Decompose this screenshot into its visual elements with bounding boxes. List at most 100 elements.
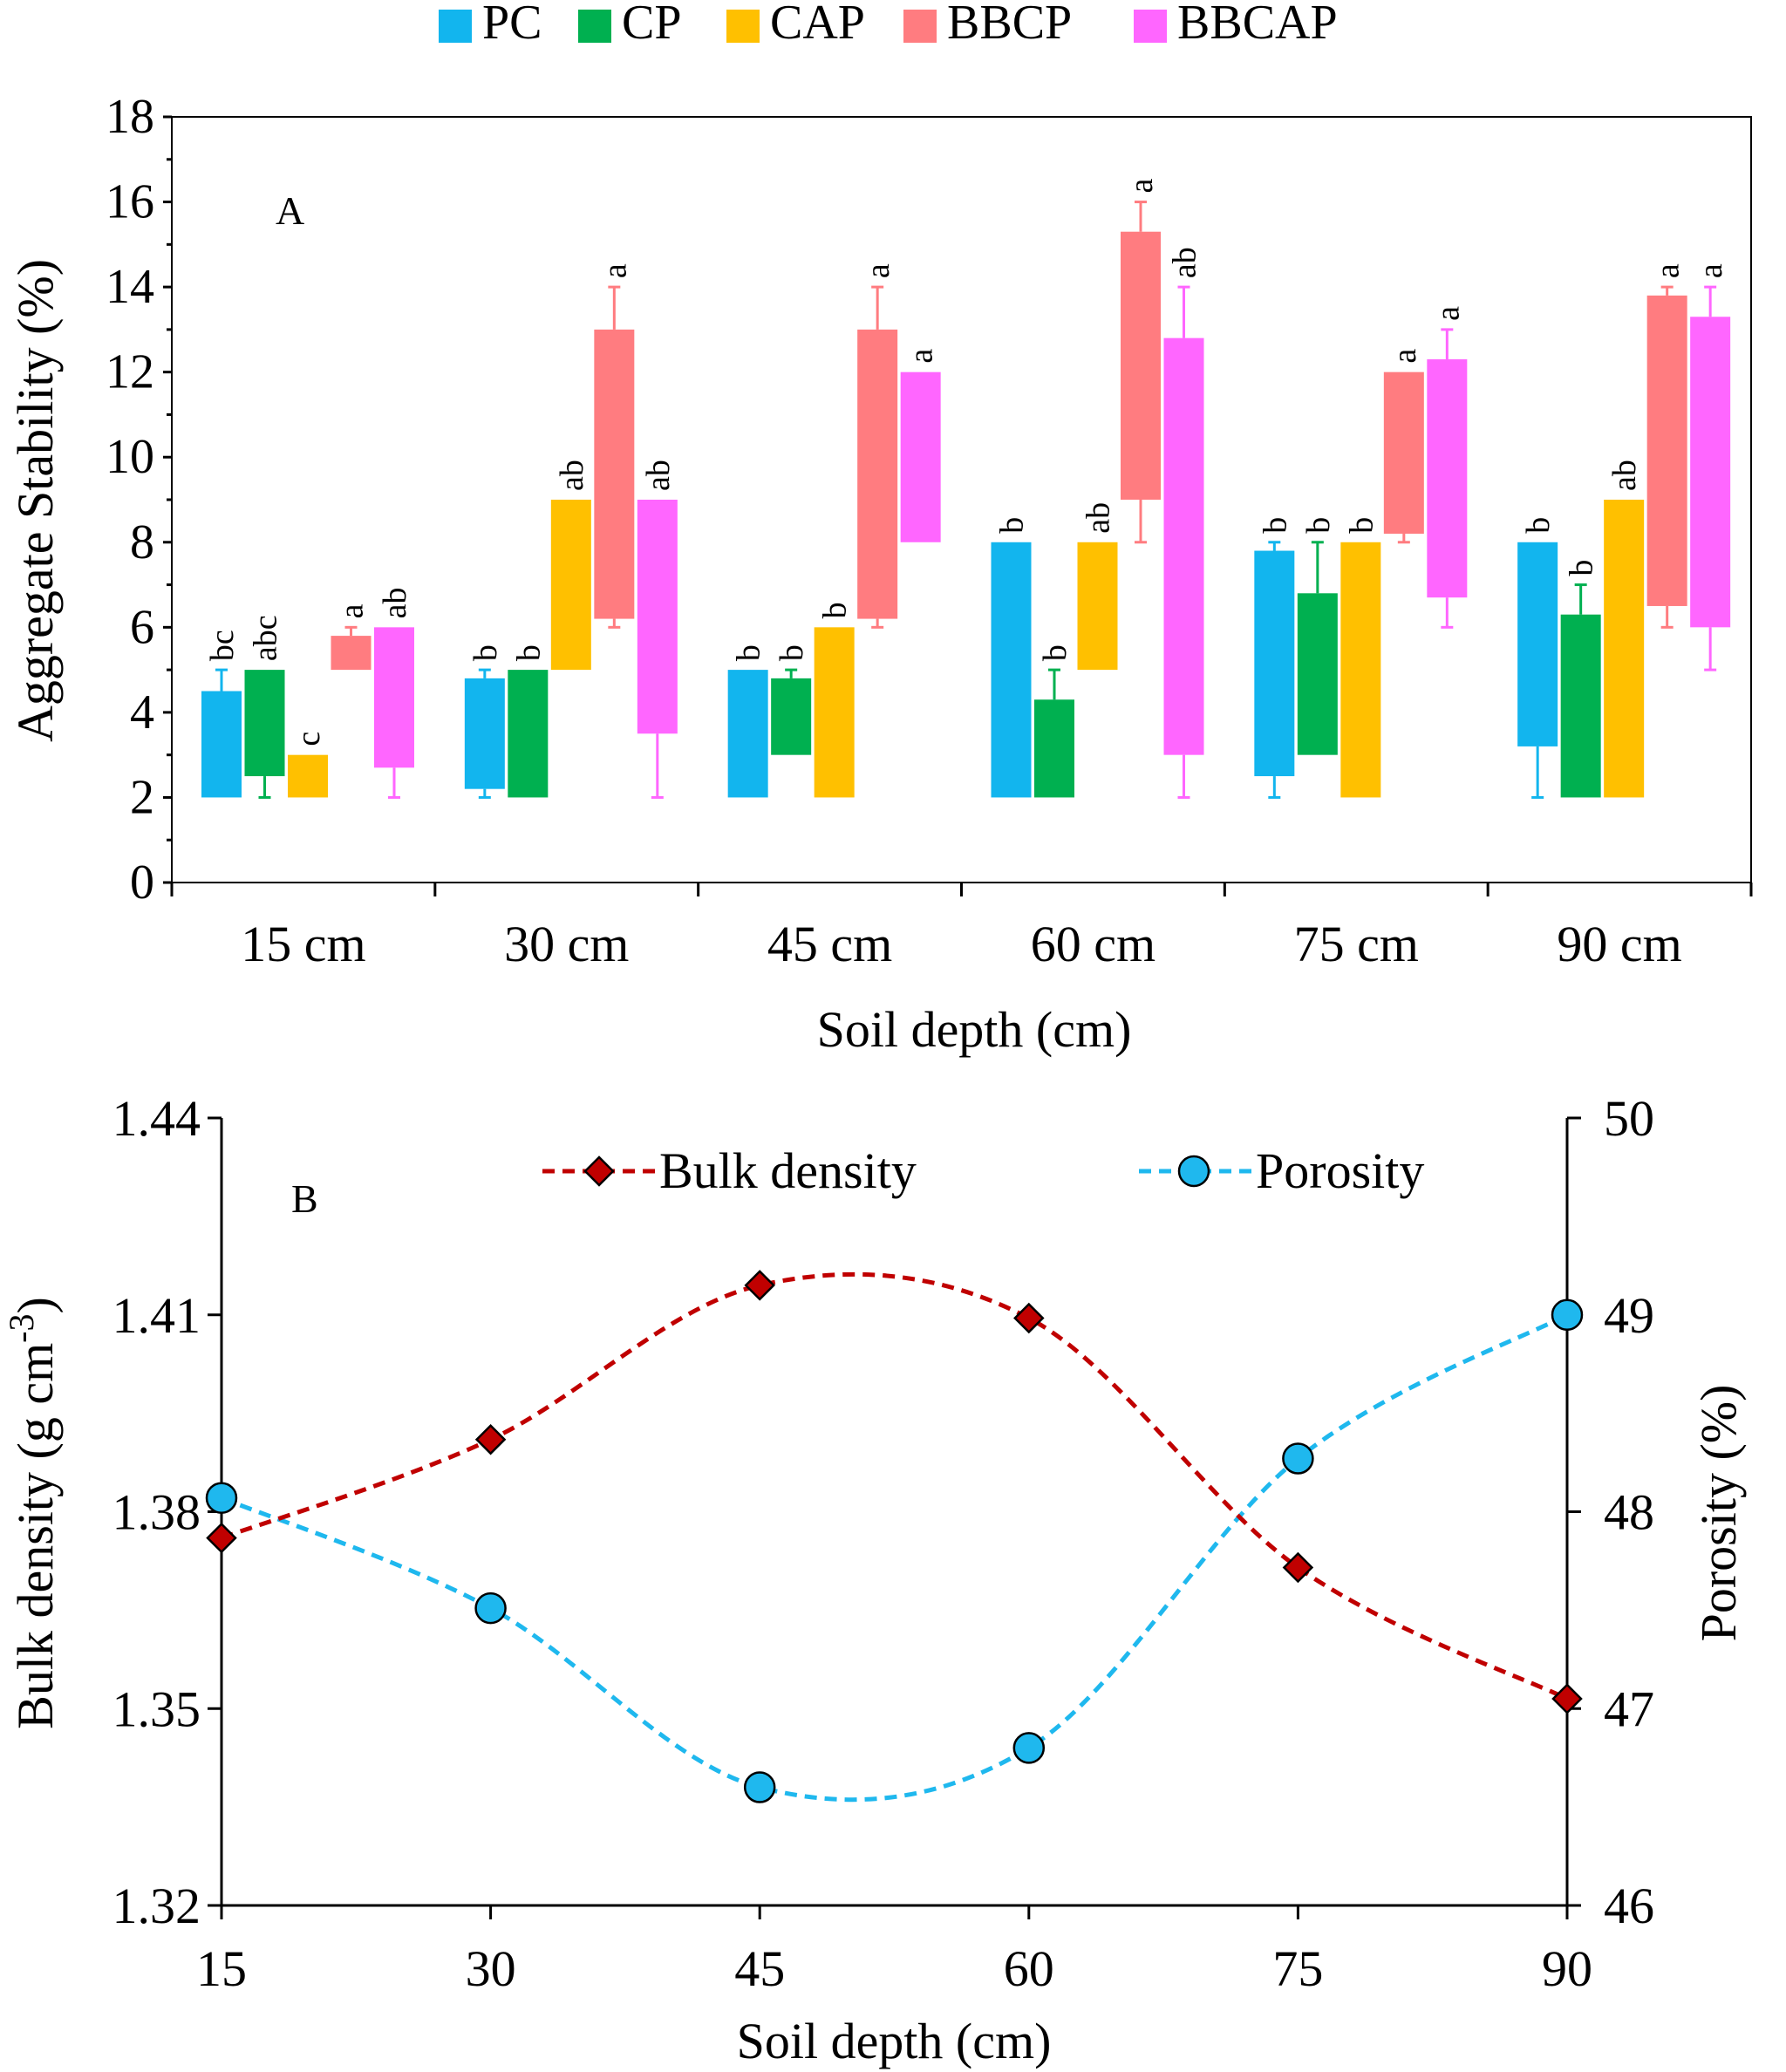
bulk-density-point (744, 1270, 775, 1301)
significance-letter: a (596, 263, 633, 278)
significance-letter: ab (377, 587, 413, 618)
panel-b-bulk-density-porosity-chart: 1.32 1.35 1.38 1.41 1.44 46 47 48 49 50 15 30 45 60 75… (2, 1090, 1747, 2069)
x-tick-label-a: 60 cm (1031, 916, 1155, 972)
x-tick-label-b: 75 (1272, 1940, 1323, 1997)
x-tick-label-a: 75 cm (1294, 916, 1419, 972)
bar-cp-75cm (1297, 593, 1338, 755)
y-right-tick-label-b: 48 (1604, 1484, 1654, 1541)
significance-letter: b (994, 517, 1031, 534)
panel-label-a: A (276, 188, 304, 233)
y-tick-label-a: 10 (106, 430, 154, 484)
legend-swatch-bbcap (1134, 10, 1167, 43)
legend-swatch-pc (439, 10, 472, 43)
y-tick-label-a: 16 (106, 175, 154, 229)
y-tick-label-a: 14 (106, 260, 154, 314)
x-tick-label-a: 30 cm (504, 916, 629, 972)
bulk-density-point (474, 1423, 507, 1455)
bar-cp-60cm (1034, 699, 1074, 798)
bulk-density-point (1551, 1683, 1583, 1714)
significance-letter: ab (1080, 502, 1117, 534)
x-tick-label-b: 30 (466, 1940, 516, 1997)
porosity-line (221, 1312, 1569, 1803)
porosity-point (205, 1482, 238, 1514)
y-left-tick-label-b: 1.35 (112, 1680, 201, 1737)
bar-bbcap-90cm (1690, 317, 1731, 628)
y-left-tick-label-b: 1.38 (112, 1484, 201, 1541)
bar-pc-75cm (1254, 550, 1295, 777)
y-tick-label-a: 0 (130, 855, 154, 910)
y-left-tick-label-b: 1.32 (112, 1878, 201, 1934)
y-right-tick-label-b: 47 (1604, 1680, 1654, 1737)
significance-letter: b (1343, 517, 1380, 534)
y-tick-label-a: 12 (106, 345, 154, 399)
porosity-point (1551, 1298, 1584, 1331)
legend-label-bbcap: BBCAP (1177, 0, 1338, 50)
bar-cp-15cm (244, 670, 285, 777)
y-tick-label-a: 18 (106, 90, 154, 144)
bar-bbcp-45cm (857, 329, 898, 619)
significance-letter: b (731, 644, 767, 661)
significance-letter: abc (248, 615, 284, 661)
bar-cp-45cm (771, 678, 812, 755)
bar-cap-15cm (288, 754, 328, 798)
bar-bbcap-75cm (1427, 359, 1468, 598)
porosity-point (1282, 1442, 1314, 1475)
significance-letter: a (1693, 263, 1729, 278)
significance-letter: ab (554, 460, 590, 491)
x-axis-title-b: Soil depth (cm) (737, 2013, 1052, 2069)
significance-letter: b (774, 644, 810, 661)
y-right-tick-label-b: 50 (1604, 1090, 1654, 1147)
bar-pc-15cm (201, 691, 242, 798)
y-right-tick-label-b: 49 (1604, 1287, 1654, 1344)
porosity-point (743, 1771, 776, 1803)
y-left-tick-label-b: 1.44 (112, 1090, 201, 1147)
bar-bbcp-15cm (331, 636, 372, 671)
bar-pc-45cm (727, 670, 768, 798)
y-left-tick-label-b: 1.41 (112, 1287, 201, 1344)
y-axis-title-a: Aggregate Stability (%) (7, 259, 64, 742)
bulk-density-point (1282, 1551, 1314, 1584)
legend-label-cap: CAP (770, 0, 865, 50)
legend-swatch-bbcp (903, 10, 937, 43)
legend-swatch-cap (726, 10, 760, 43)
bulk-density-line (221, 1271, 1569, 1701)
bar-pc-30cm (464, 678, 505, 789)
porosity-point (1012, 1732, 1046, 1764)
significance-letter: b (467, 644, 504, 661)
significance-letter: b (1564, 560, 1600, 576)
significance-letter: ab (1606, 460, 1643, 491)
legend-porosity-label: Porosity (1256, 1142, 1424, 1199)
bar-bbcp-30cm (594, 329, 635, 619)
significance-letter: ab (1167, 247, 1203, 278)
bar-bbcap-45cm (900, 371, 941, 542)
significance-letter: a (1650, 263, 1687, 278)
significance-letter: b (1037, 644, 1074, 661)
x-tick-label-a: 45 cm (767, 916, 892, 972)
x-tick-label-b: 90 (1542, 1940, 1592, 1997)
significance-letter: c (290, 732, 327, 746)
legend-panel-a: PC CP CAP BBCP BBCAP (439, 0, 1338, 50)
bar-bbcap-15cm (374, 627, 414, 768)
x-tick-label-b: 45 (734, 1940, 785, 1997)
y-tick-label-a: 6 (130, 600, 154, 654)
bar-bbcp-90cm (1646, 295, 1687, 606)
significance-letter: b (510, 644, 547, 661)
y-tick-label-a: 2 (130, 770, 154, 824)
legend-label-pc: PC (482, 0, 542, 50)
significance-letter: ab (640, 460, 677, 491)
significance-letter: a (1123, 179, 1160, 194)
bar-cap-30cm (550, 500, 591, 671)
bar-bbcap-60cm (1163, 337, 1204, 755)
x-tick-label-b: 15 (196, 1940, 247, 1997)
legend-label-bbcp: BBCP (947, 0, 1072, 50)
x-tick-label-a: 90 cm (1557, 916, 1681, 972)
bar-cap-75cm (1340, 542, 1381, 798)
bar-cap-45cm (814, 627, 855, 798)
y-left-axis-title-b: Bulk density (g cm-3) (2, 1297, 64, 1729)
significance-letter: b (1257, 517, 1293, 534)
bar-bbcp-60cm (1121, 231, 1161, 500)
significance-letter: b (817, 602, 854, 618)
significance-letter: a (1429, 306, 1466, 321)
legend-label-cp: CP (622, 0, 682, 50)
